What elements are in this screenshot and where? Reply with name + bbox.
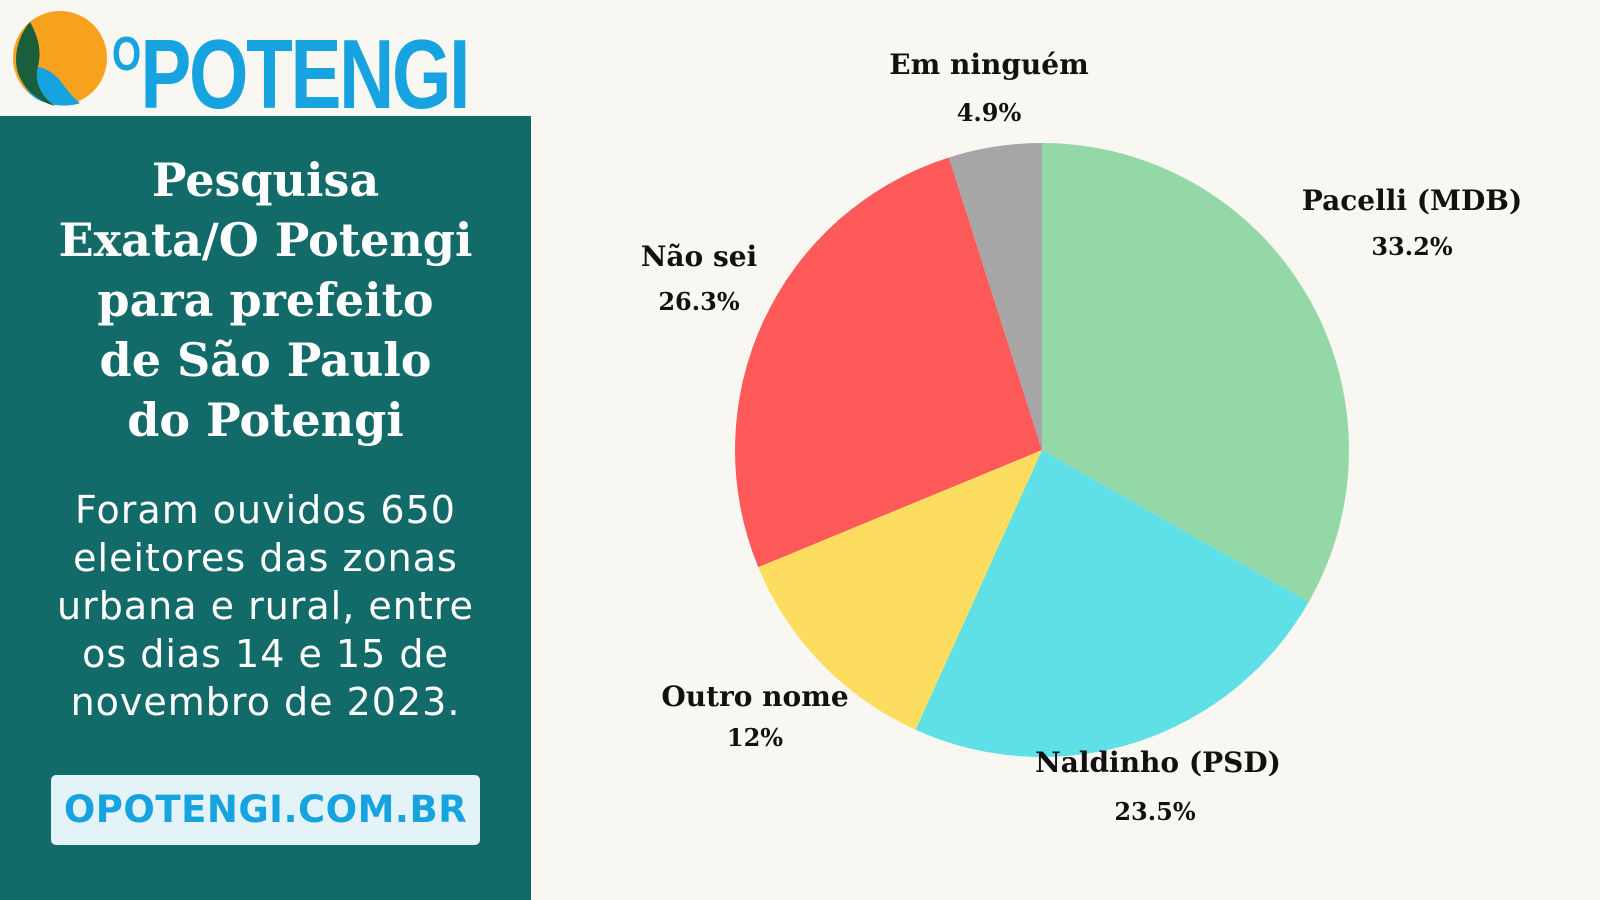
title-line: Pesquisa <box>151 153 380 207</box>
slice-name-label: Em ninguém <box>889 48 1088 81</box>
title-line: para prefeito <box>97 273 434 327</box>
slice-name-label: Não sei <box>641 240 757 273</box>
pie-slice <box>735 157 1042 568</box>
slice-value-label: 33.2% <box>1371 232 1452 261</box>
brand-logo: OPOTENGI <box>0 0 530 127</box>
page-title: Pesquisa Exata/O Potengi para prefeito d… <box>0 150 531 450</box>
slice-name-label: Outro nome <box>661 680 848 713</box>
title-line: Exata/O Potengi <box>58 213 473 267</box>
pie-slice <box>948 143 1042 450</box>
info-panel: Pesquisa Exata/O Potengi para prefeito d… <box>0 116 531 900</box>
title-line: de São Paulo <box>99 333 432 387</box>
pie-slice <box>915 450 1309 757</box>
globe-logo-icon <box>13 11 107 106</box>
description-line: novembro de 2023. <box>70 680 461 724</box>
brand-wordmark: OPOTENGI <box>112 2 470 129</box>
description-line: os dias 14 e 15 de <box>82 632 449 676</box>
description-line: Foram ouvidos 650 <box>75 488 456 532</box>
brand-wordmark-large: POTENGI <box>140 19 470 129</box>
description-line: eleitores das zonas <box>73 536 458 580</box>
survey-description: Foram ouvidos 650 eleitores das zonas ur… <box>0 486 531 726</box>
pie-slice <box>758 450 1042 730</box>
slice-value-label: 23.5% <box>1114 797 1195 826</box>
slice-value-label: 12% <box>727 723 783 752</box>
slice-value-label: 26.3% <box>658 287 739 316</box>
title-line: do Potengi <box>127 393 404 447</box>
pie-slice <box>1042 143 1349 602</box>
slice-name-label: Naldinho (PSD) <box>1035 746 1281 779</box>
slice-value-label: 4.9% <box>957 98 1022 127</box>
website-link-button[interactable]: OPOTENGI.COM.BR <box>51 775 480 845</box>
description-line: urbana e rural, entre <box>57 584 474 628</box>
slice-name-label: Pacelli (MDB) <box>1302 184 1522 217</box>
brand-wordmark-small: O <box>112 28 141 81</box>
